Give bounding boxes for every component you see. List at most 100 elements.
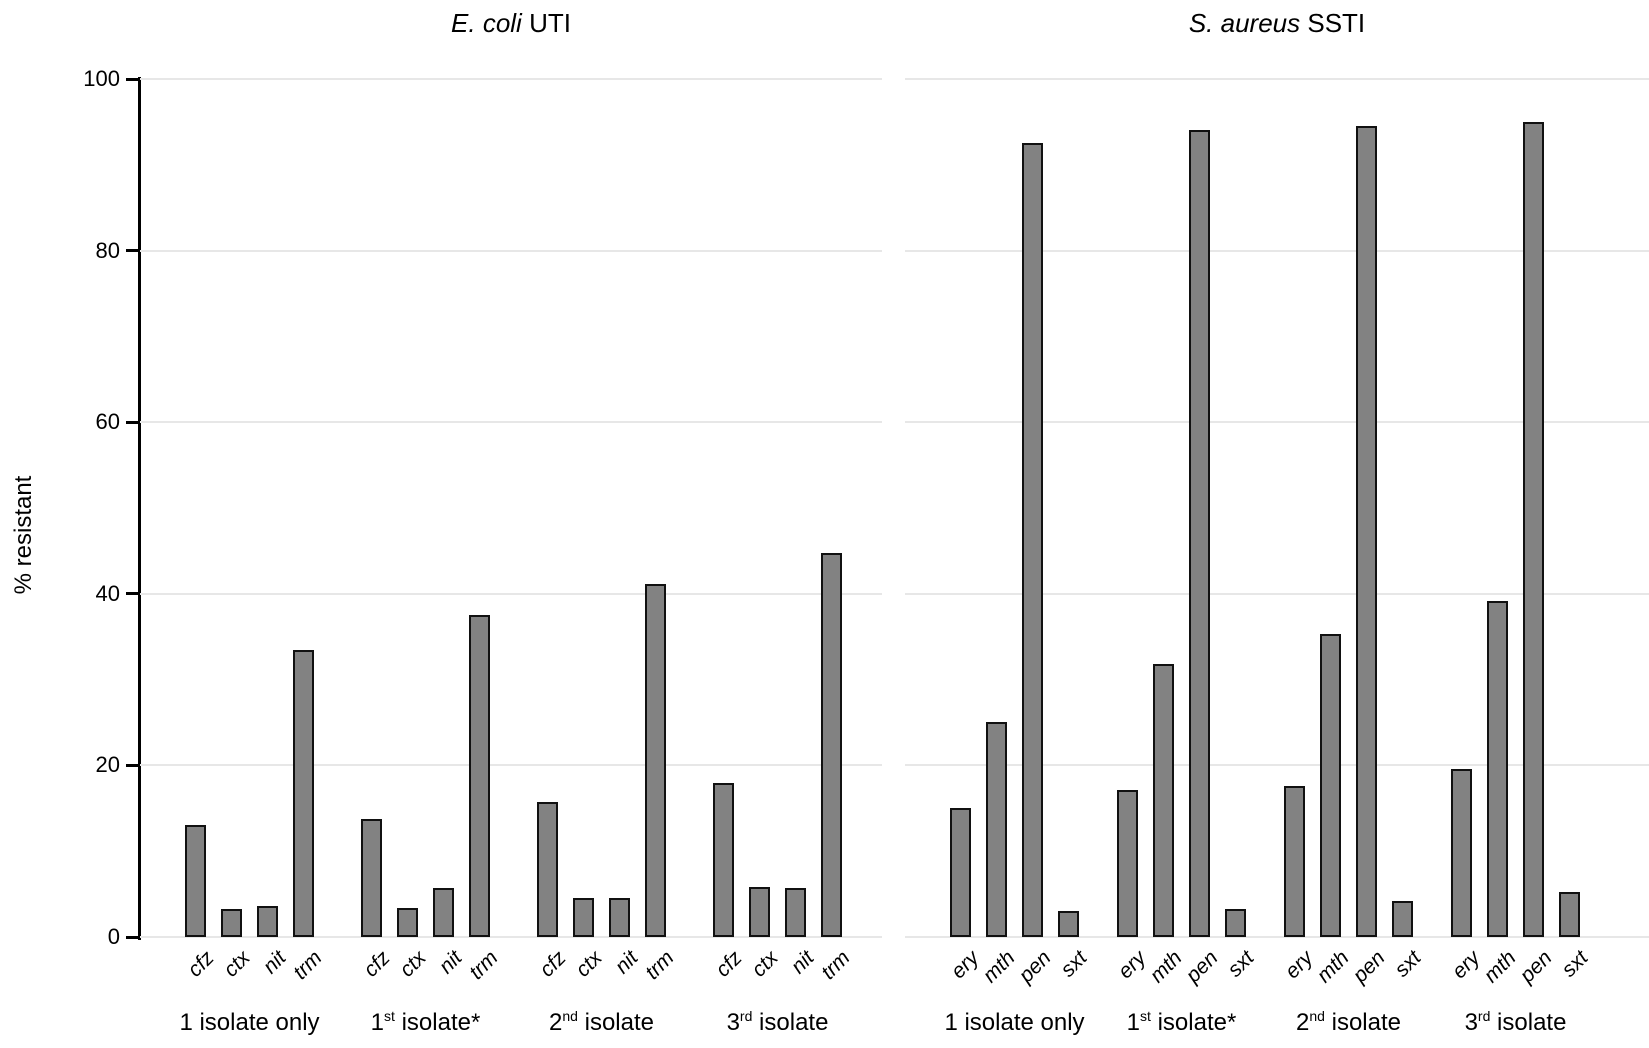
bar-pen [1189,130,1210,937]
gridline [140,421,882,424]
group-label: 3rd isolate [1464,1008,1567,1036]
bar-label-nit: nit [434,946,467,979]
y-axis-title: % resistant [10,475,37,595]
panel-title-ecoli-uti: E. coli UTI [140,8,882,39]
y-tick-label: 40 [95,580,120,606]
bar-nit [785,888,806,937]
y-tick-label: 20 [95,752,120,778]
bar-label-sxt: sxt [1055,946,1092,982]
bar-cfz [713,783,734,937]
panel-title-species-italic: S. aureus [1188,8,1301,38]
bar-label-mth: mth [1145,946,1187,988]
bar-label-ery: ery [1113,946,1151,984]
panel-title-rest: SSTI [1300,8,1366,38]
bar-cfz [185,825,206,937]
gridline [905,421,1649,424]
group-label: 3rd isolate [726,1008,829,1036]
gridline [140,764,882,767]
gridline [140,592,882,595]
bar-ctx [397,907,418,937]
y-tick-label: 100 [83,66,120,91]
bar-ctx [749,887,770,937]
bar-nit [609,897,630,937]
y-tick [126,77,139,81]
bar-sxt [1225,908,1246,937]
gridline [140,249,882,252]
bar-label-ctx: ctx [570,946,607,982]
gridline [905,78,1649,80]
bar-label-sxt: sxt [1556,946,1593,982]
bar-trm [469,615,490,937]
bar-label-ery: ery [1447,946,1485,984]
y-axis-line [138,77,141,940]
bar-label-mth: mth [1312,946,1354,988]
bar-label-trm: trm [288,946,327,985]
bar-ery [1451,768,1472,937]
bar-trm [293,649,314,937]
group-label: 1 isolate only [179,1009,320,1036]
bar-label-nit: nit [258,946,291,979]
bar-label-sxt: sxt [1389,946,1426,982]
bar-ery [1117,790,1138,937]
panel-title-rest: UTI [521,8,571,38]
bar-label-pen: pen [1181,946,1223,988]
bar-ctx [573,897,594,937]
panel-title-species-italic: E. coli [451,8,522,38]
bar-label-ery: ery [1280,946,1318,984]
gridline [905,764,1649,767]
bar-nit [433,888,454,937]
bar-label-trm: trm [464,946,503,985]
gridline [140,936,882,938]
bar-sxt [1559,891,1580,937]
bar-label-mth: mth [978,946,1020,988]
bar-trm [821,553,842,937]
group-label: 1st isolate* [370,1008,481,1036]
bar-mth [1320,634,1341,937]
panel-title-saureus-ssti: S. aureus SSTI [905,8,1649,39]
plot-area-saureus-ssti: ery mth pen sxt 1 isolate only ery mth pen sxt 1s… [905,78,1649,1036]
bar-pen [1022,143,1043,937]
bar-label-cfz: cfz [534,946,571,982]
y-tick-label: 60 [95,409,120,435]
bar-ery [950,808,971,937]
bar-label-nit: nit [786,946,819,979]
bar-label-trm: trm [640,946,679,985]
bar-mth [1153,664,1174,937]
bar-trm [645,583,666,937]
y-tick [126,935,139,939]
bar-pen [1523,121,1544,937]
y-tick-label: 0 [107,924,120,949]
bar-sxt [1392,900,1413,937]
group-label: 2nd isolate [1296,1008,1401,1036]
y-tick [126,420,139,424]
bar-mth [986,721,1007,937]
bar-label-pen: pen [1515,946,1557,988]
gridline [905,249,1649,252]
gridline [905,592,1649,595]
bar-label-trm: trm [816,946,855,985]
bar-label-mth: mth [1479,946,1521,988]
y-tick [126,763,139,767]
bar-label-cfz: cfz [182,946,219,982]
group-label: 1 isolate only [944,1009,1085,1036]
bar-label-ery: ery [946,946,984,984]
bar-nit [257,906,278,937]
bar-ery [1284,786,1305,937]
y-tick-label: 80 [95,237,120,263]
bar-label-sxt: sxt [1222,946,1259,982]
gridline [140,78,882,80]
bar-cfz [537,802,558,937]
bar-label-nit: nit [610,946,643,979]
bar-label-ctx: ctx [746,946,783,982]
y-tick [126,249,139,253]
bar-label-ctx: ctx [218,946,255,982]
group-label: 1st isolate* [1126,1008,1237,1036]
bar-mth [1487,600,1508,937]
bar-label-ctx: ctx [394,946,431,982]
bar-sxt [1058,911,1079,937]
bar-cfz [361,819,382,937]
bar-label-cfz: cfz [710,946,747,982]
bar-label-pen: pen [1348,946,1390,988]
bar-pen [1356,126,1377,937]
